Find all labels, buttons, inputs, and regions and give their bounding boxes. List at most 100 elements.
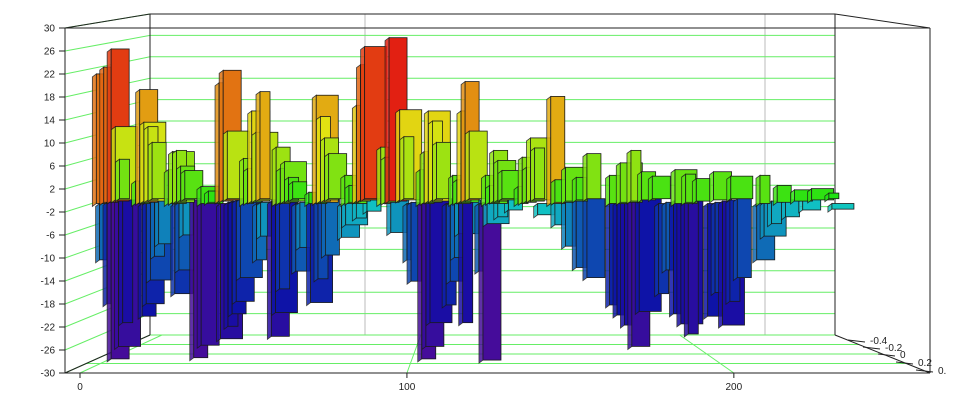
- bar-side-positive: [626, 149, 632, 205]
- bar-side-positive: [489, 149, 495, 205]
- bar-side-positive: [647, 175, 653, 203]
- bar-side-positive: [147, 141, 153, 203]
- bar-side-negative: [454, 199, 459, 238]
- bar-side-negative: [474, 202, 480, 275]
- bar-side-negative: [561, 200, 566, 250]
- bar-side-positive: [135, 88, 141, 207]
- bar-side-positive: [143, 125, 149, 204]
- bar-side-positive: [415, 168, 421, 208]
- bar-side-negative: [441, 202, 447, 309]
- bar-side-negative: [196, 197, 202, 350]
- bar-side-positive: [709, 170, 714, 204]
- bar-negative: [831, 203, 855, 210]
- bar-side-positive: [168, 150, 173, 207]
- bar-side-positive: [480, 174, 486, 208]
- bar-side-positive: [304, 191, 310, 208]
- bar-negative: [736, 198, 752, 278]
- bar-side-positive: [448, 174, 454, 208]
- bar-side-positive: [637, 170, 643, 204]
- bar-side-negative: [550, 201, 556, 229]
- bar-side-negative: [216, 202, 221, 343]
- bar-side-negative: [337, 202, 342, 242]
- bar-side-positive: [670, 168, 676, 208]
- bar-side-negative: [252, 202, 257, 264]
- bar-positive: [119, 158, 130, 200]
- bar-positive: [759, 174, 771, 204]
- bar-side-positive: [571, 176, 577, 204]
- bar-side-positive: [311, 94, 317, 207]
- bar-positive: [828, 192, 840, 200]
- bar-side-positive: [222, 130, 228, 203]
- bar-side-negative: [634, 197, 640, 316]
- bar-side-negative: [718, 200, 723, 329]
- bar-side-negative: [170, 202, 176, 298]
- bar-side-positive: [395, 108, 401, 204]
- y-tick-label: -14: [41, 277, 56, 288]
- bar-side-negative: [95, 202, 101, 264]
- bar-side-negative: [256, 201, 262, 240]
- bar-side-positive: [517, 156, 523, 207]
- bar-side-positive: [360, 45, 366, 203]
- bar-side-positive: [460, 80, 466, 204]
- bar-side-negative: [235, 197, 241, 282]
- bar-side-positive: [110, 125, 116, 204]
- bar-side-positive: [521, 166, 527, 205]
- bar-side-positive: [550, 178, 556, 207]
- bar-side-negative: [620, 200, 625, 329]
- bar-side-negative: [266, 200, 272, 341]
- bar-positive: [776, 184, 792, 203]
- bar-side-negative: [231, 199, 237, 306]
- y-tick-label: -2: [46, 208, 55, 219]
- bar-side-positive: [464, 130, 470, 203]
- bar-side-positive: [163, 168, 169, 208]
- bar-side-negative: [605, 202, 611, 309]
- bar-negative: [122, 198, 134, 324]
- bar-side-negative: [137, 202, 143, 321]
- bar-side-positive: [807, 187, 813, 204]
- x-tick-label: 100: [399, 382, 416, 393]
- bar-positive: [259, 91, 271, 200]
- bar-negative: [279, 198, 291, 290]
- bar-side-positive: [239, 157, 244, 208]
- bar-side-negative: [612, 201, 618, 319]
- bar-side-negative: [445, 201, 451, 285]
- bar-side-positive: [255, 90, 261, 203]
- z-tick: [847, 339, 866, 343]
- bar-side-positive: [99, 66, 105, 207]
- bar-side-negative: [571, 199, 577, 272]
- bar-side-negative: [732, 197, 738, 282]
- grid-line-left: [64, 34, 151, 52]
- bar-side-negative: [271, 199, 276, 317]
- bar-side-negative: [627, 199, 633, 351]
- bar-positive: [730, 175, 754, 200]
- bar-side-positive: [485, 184, 490, 207]
- bar-side-positive: [530, 147, 536, 203]
- bar-positive: [534, 147, 546, 200]
- bar-side-positive: [251, 131, 257, 204]
- box-edge: [834, 13, 931, 29]
- bar-side-positive: [356, 63, 361, 204]
- bar-side-positive: [526, 137, 531, 204]
- bar-side-negative: [421, 199, 427, 351]
- axes-layer: 30 26 22 18 14 10 6 2 -2 -6 -10 -14 -18 -22 -26 -30 0 100…: [41, 24, 947, 394]
- y-tick-label: 26: [44, 47, 56, 58]
- bar-side-negative: [402, 202, 408, 264]
- bar-side-positive: [131, 180, 136, 208]
- x-tick-label: 200: [726, 382, 743, 393]
- bar-side-positive: [582, 152, 588, 203]
- bar-side-positive: [176, 165, 182, 204]
- bar-side-negative: [725, 199, 731, 306]
- bar-side-positive: [456, 110, 462, 205]
- bar-negative: [462, 198, 474, 324]
- y-tick-label: 22: [44, 70, 56, 81]
- bar-side-positive: [115, 158, 120, 203]
- bar-positive: [151, 141, 167, 200]
- z-tick-label: 0.: [938, 366, 946, 377]
- y-tick-label: -10: [41, 254, 56, 265]
- y-tick-label: -26: [41, 346, 56, 357]
- bar-side-negative: [386, 197, 392, 237]
- bar-positive: [695, 178, 711, 202]
- y-tick-label: 2: [49, 185, 55, 196]
- bar-positive: [586, 153, 602, 200]
- bar-side-positive: [315, 115, 321, 205]
